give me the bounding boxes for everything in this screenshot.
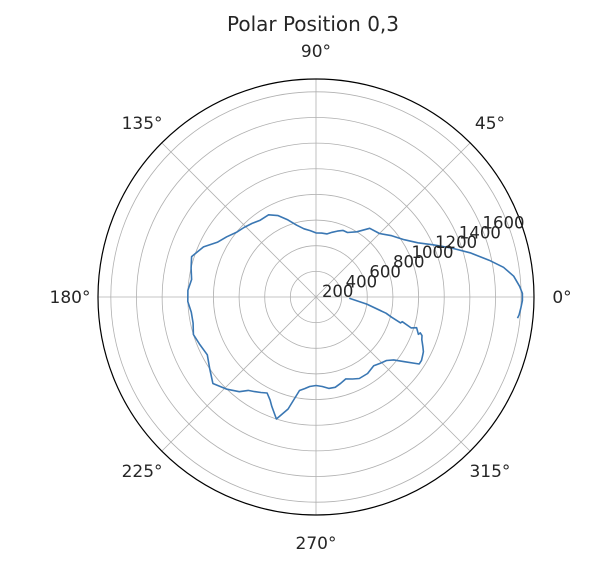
r-tick-label-1000: 1000 xyxy=(411,243,453,262)
r-tick-label-200: 200 xyxy=(322,282,354,301)
angular-tick-labels: 0° 45° 90° 135° 180° 225° 270° 315° xyxy=(50,42,572,554)
theta-tick-label-45: 45° xyxy=(475,114,505,134)
theta-tick-label-135: 135° xyxy=(122,114,163,134)
grid-spoke-225 xyxy=(161,296,317,452)
theta-tick-label-315: 315° xyxy=(469,462,510,482)
angular-grid-spokes xyxy=(98,79,534,515)
theta-tick-label-0: 0° xyxy=(552,288,571,308)
grid-spoke-315 xyxy=(315,296,471,452)
theta-tick-label-225: 225° xyxy=(122,462,163,482)
series-line-0 xyxy=(187,214,524,420)
theta-tick-label-180: 180° xyxy=(50,288,91,308)
r-tick-label-400: 400 xyxy=(346,272,378,291)
r-tick-label-800: 800 xyxy=(393,253,425,272)
grid-spoke-135 xyxy=(161,142,317,298)
chart-title: Polar Position 0,3 xyxy=(227,12,399,36)
r-tick-label-600: 600 xyxy=(369,263,401,282)
theta-tick-label-270: 270° xyxy=(296,534,337,554)
series-layer xyxy=(187,214,524,420)
r-tick-label-1200: 1200 xyxy=(435,233,477,252)
r-tick-label-1600: 1600 xyxy=(483,213,525,232)
theta-tick-label-90: 90° xyxy=(301,42,331,62)
grid-spoke-45 xyxy=(315,142,471,298)
r-tick-label-1400: 1400 xyxy=(459,223,501,242)
polar-frame xyxy=(97,78,535,516)
